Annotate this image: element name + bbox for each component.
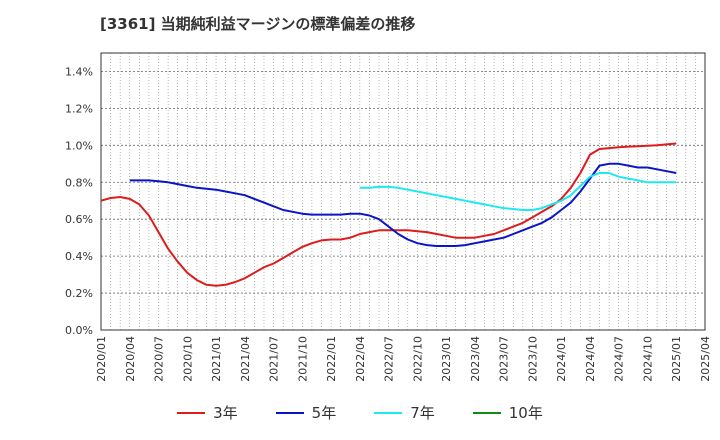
x-tick-label: 2023/07 (498, 336, 511, 382)
x-tick-label: 2021/01 (210, 336, 223, 382)
y-tick-label: 0.6% (65, 213, 93, 226)
legend-item-series-2: 7年 (374, 402, 435, 423)
y-tick-label: 0.0% (65, 324, 93, 337)
x-tick-label: 2024/01 (555, 336, 568, 382)
x-tick-label: 2025/04 (699, 336, 712, 382)
chart-legend: 3年 5年 7年 10年 (0, 402, 720, 423)
chart-title: [3361] 当期純利益マージンの標準偏差の推移 (100, 15, 416, 33)
series-line-0 (100, 142, 677, 287)
x-tick-label: 2025/01 (670, 336, 683, 382)
legend-line-series-2 (374, 411, 403, 414)
legend-item-series-3: 10年 (472, 402, 543, 423)
legend-line-series-0 (177, 411, 206, 414)
x-tick-label: 2024/07 (613, 336, 626, 382)
x-tick-label: 2022/01 (325, 336, 338, 382)
legend-label-series-3: 10年 (508, 404, 543, 422)
y-tick-label: 1.0% (65, 139, 93, 152)
x-tick-label: 2023/01 (440, 336, 453, 382)
plot-border (100, 52, 706, 331)
x-tick-label: 2023/04 (469, 336, 482, 382)
series-line-1 (129, 162, 677, 247)
legend-label-series-0: 3年 (213, 404, 238, 422)
series-line-2 (359, 172, 677, 211)
legend-line-series-1 (275, 411, 304, 414)
x-tick-label: 2021/04 (239, 336, 252, 382)
x-tick-label: 2022/10 (411, 336, 424, 382)
x-tick-label: 2021/07 (268, 336, 281, 382)
x-tick-label: 2022/04 (354, 336, 367, 382)
x-tick-label: 2020/01 (95, 336, 108, 382)
legend-item-series-0: 3年 (177, 402, 238, 423)
x-tick-label: 2024/10 (641, 336, 654, 382)
y-tick-label: 0.8% (65, 176, 93, 189)
x-tick-label: 2020/04 (124, 336, 137, 382)
legend-line-series-3 (472, 411, 501, 414)
x-tick-label: 2021/10 (296, 336, 309, 382)
legend-label-series-2: 7年 (410, 404, 435, 422)
plot-area (101, 53, 705, 330)
legend-item-series-1: 5年 (275, 402, 337, 423)
x-tick-label: 2024/04 (584, 336, 597, 382)
x-tick-label: 2020/07 (153, 336, 166, 382)
legend-label-series-1: 5年 (311, 404, 337, 422)
y-tick-label: 0.4% (65, 250, 93, 263)
x-tick-label: 2020/10 (181, 336, 194, 382)
y-tick-label: 1.4% (65, 65, 93, 78)
y-tick-label: 0.2% (65, 287, 93, 300)
y-tick-label: 1.2% (65, 102, 93, 115)
x-tick-label: 2022/07 (383, 336, 396, 382)
x-tick-label: 2023/10 (526, 336, 539, 382)
